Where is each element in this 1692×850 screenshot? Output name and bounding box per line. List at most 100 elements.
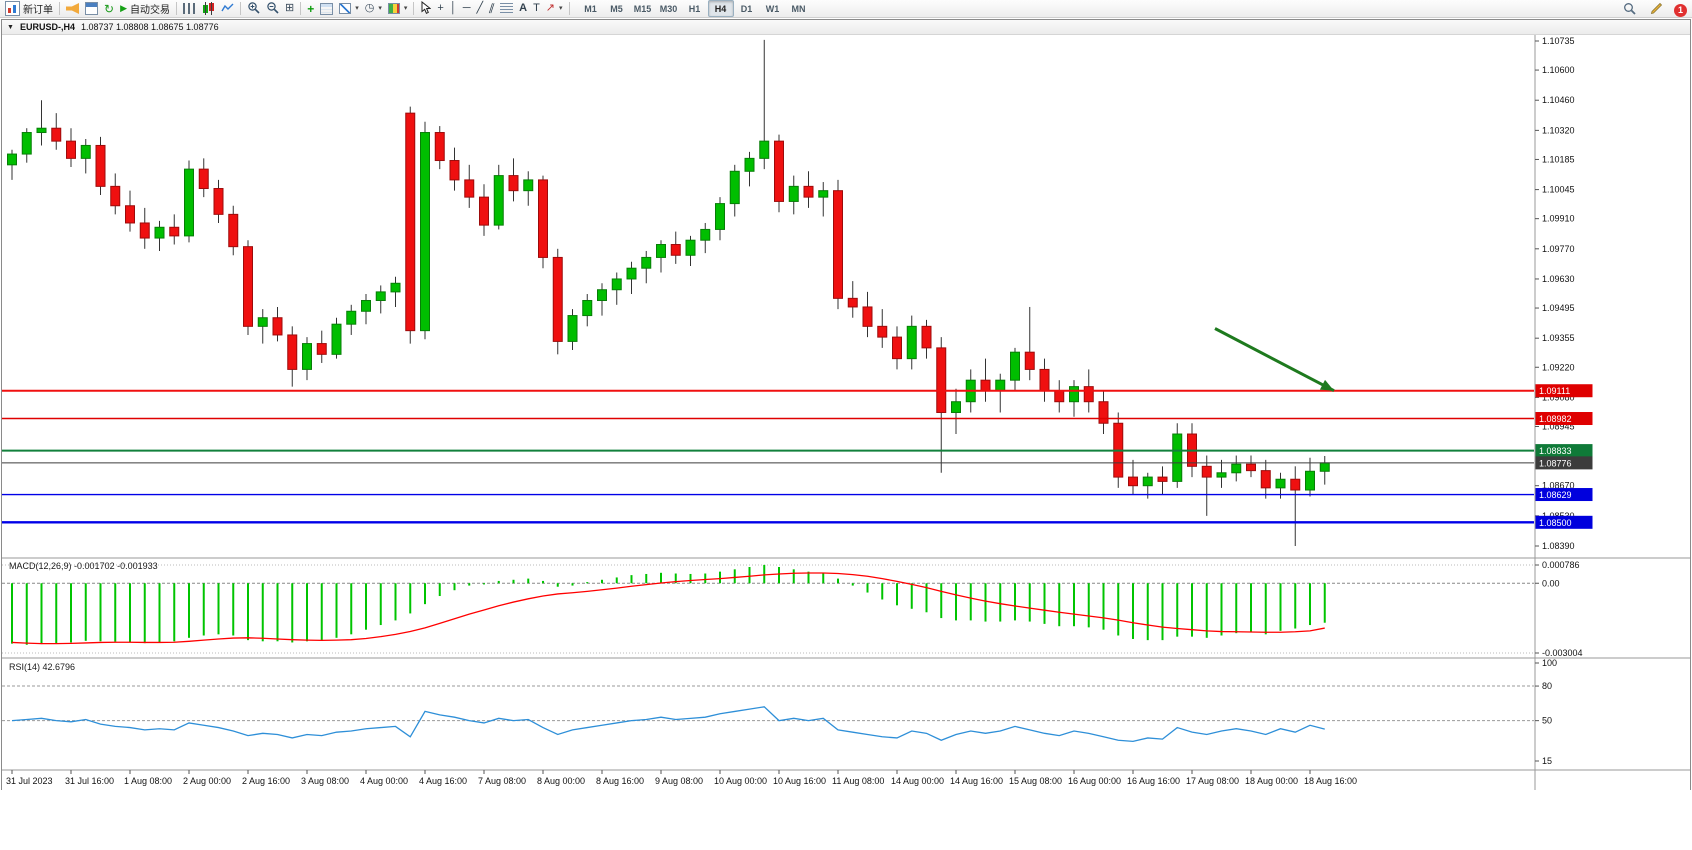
horizontal-line-tool-button[interactable]: ─	[460, 1, 474, 17]
notification-badge[interactable]: 1	[1674, 3, 1687, 17]
chart-symbol-period: EURUSD-,H4	[19, 22, 75, 32]
indicators-button[interactable]: +	[304, 1, 317, 17]
timeframe-button-w1[interactable]: W1	[765, 3, 780, 14]
candle	[287, 334, 298, 370]
data-window-icon	[320, 2, 334, 15]
candle	[670, 244, 681, 256]
candle	[995, 379, 1006, 392]
candle	[892, 336, 902, 360]
candle	[1024, 351, 1035, 370]
new-chart-dropdown[interactable]: ▾	[336, 1, 362, 17]
price-badge	[1535, 515, 1593, 529]
channel-icon: ∥	[487, 3, 496, 14]
candlestick-chart-button[interactable]	[199, 1, 218, 17]
timeframe-button-d1[interactable]: D1	[740, 3, 753, 14]
time-axis-label: 10 Aug 00:00	[714, 776, 767, 786]
price-badge-label: 1.09111	[1539, 386, 1570, 396]
trend-arrow[interactable]	[1214, 327, 1335, 393]
price-axis-label: 1.09770	[1542, 244, 1575, 254]
zoom-in-button[interactable]	[244, 1, 263, 17]
time-axis-label: 9 Aug 08:00	[655, 776, 703, 786]
rsi-axis-label: 80	[1542, 681, 1552, 691]
market-watch-button[interactable]	[82, 1, 101, 17]
candle	[685, 239, 696, 256]
crosshair-tool-button[interactable]: +	[434, 1, 446, 17]
new-order-button[interactable]: 新订单	[2, 1, 56, 17]
cursor-icon	[420, 0, 432, 17]
price-axis-label: 1.09220	[1542, 362, 1575, 372]
timeframe-button-h4[interactable]: H4	[707, 0, 734, 17]
candle	[1142, 476, 1153, 487]
data-window-button[interactable]	[317, 1, 336, 17]
candle	[80, 144, 91, 159]
candle	[479, 196, 489, 226]
hlines-layer[interactable]	[2, 389, 1534, 524]
axis-layer[interactable]: 1.10735 1.10600 1.10460 1.10320 1.10185 1.100…	[2, 35, 1690, 790]
channel-tool-button[interactable]: ∥	[486, 1, 497, 17]
price-axis-label: 1.10735	[1542, 36, 1575, 46]
candle	[272, 317, 283, 336]
timeframe-button-mn[interactable]: MN	[791, 3, 806, 14]
chart-titlebar[interactable]: ▼ EURUSD-,H4 1.08737 1.08808 1.08675 1.0…	[2, 20, 1690, 35]
zoom-out-button[interactable]	[263, 1, 282, 17]
candle	[744, 157, 755, 172]
price-axis-label: 1.10045	[1542, 185, 1575, 195]
candle	[331, 323, 342, 355]
templates-dropdown[interactable]: ▾	[385, 1, 411, 17]
chart-ohlc-values: 1.08737 1.08808 1.08675 1.08776	[80, 22, 219, 32]
zoom-in-icon	[247, 1, 260, 17]
tile-windows-button[interactable]: ⊞	[282, 1, 297, 17]
candle	[715, 203, 725, 230]
candle	[1010, 351, 1020, 381]
timeframe-button-m30[interactable]: M30	[659, 3, 678, 14]
candle	[788, 185, 799, 202]
vertical-line-tool-button[interactable]: │	[447, 1, 460, 17]
periods-dropdown[interactable]: ◷ ▾	[362, 1, 385, 17]
candle	[921, 325, 932, 349]
timeframe-button-m1[interactable]: M1	[584, 3, 597, 14]
edit-button[interactable]	[1647, 2, 1666, 18]
arrows-dropdown[interactable]: ↗ ▾	[543, 1, 566, 17]
time-axis-label: 11 Aug 08:00	[832, 776, 884, 786]
candle	[51, 127, 62, 142]
rsi-line	[11, 706, 1325, 743]
candle	[847, 297, 858, 308]
alerts-button[interactable]	[63, 1, 82, 17]
text-tool-button[interactable]: A	[516, 1, 530, 17]
time-axis-label: 16 Aug 00:00	[1068, 776, 1121, 786]
timeframe-button-m5[interactable]: M5	[610, 3, 623, 14]
refresh-button[interactable]: ↻	[101, 1, 117, 17]
chart-canvas[interactable]: 1.10735 1.10600 1.10460 1.10320 1.10185 1.100…	[2, 35, 1690, 790]
candle	[1039, 368, 1050, 392]
timeframe-button-h1[interactable]: H1	[688, 3, 701, 14]
candle	[257, 317, 268, 327]
cursor-tool-button[interactable]	[417, 0, 434, 17]
trendline-tool-button[interactable]: ╱	[473, 1, 486, 17]
candle	[125, 205, 135, 224]
bar-chart-button[interactable]	[180, 1, 199, 17]
price-axis-label: 1.10600	[1542, 65, 1575, 75]
candle	[656, 244, 666, 258]
autotrading-button[interactable]: ▶ 自动交易	[117, 1, 173, 17]
label-tool-button[interactable]: T	[530, 1, 543, 17]
price-badge	[1535, 444, 1593, 458]
time-axis-label: 18 Aug 16:00	[1304, 776, 1357, 786]
price-badge	[1535, 456, 1593, 470]
toolbar-separator	[568, 2, 570, 15]
candle	[361, 299, 371, 312]
candle	[877, 325, 888, 338]
horizontal-line-icon: ─	[462, 2, 471, 14]
timeframe-button-m15[interactable]: M15	[633, 3, 652, 14]
time-axis-label: 14 Aug 16:00	[950, 776, 1003, 786]
one-click-trading-toggle-icon[interactable]: ▼	[7, 23, 14, 31]
fibonacci-tool-button[interactable]	[497, 1, 516, 17]
price-badge	[1535, 488, 1593, 502]
search-button[interactable]	[1620, 2, 1639, 18]
timeframe-toolbar: M1 M5 M15 M30 H1 H4 D1 W1 MN	[578, 0, 812, 17]
line-chart-button[interactable]	[218, 1, 237, 17]
price-badge-label: 1.08500	[1539, 518, 1572, 528]
play-icon: ▶	[120, 3, 127, 13]
time-axis-label: 7 Aug 08:00	[478, 776, 526, 786]
